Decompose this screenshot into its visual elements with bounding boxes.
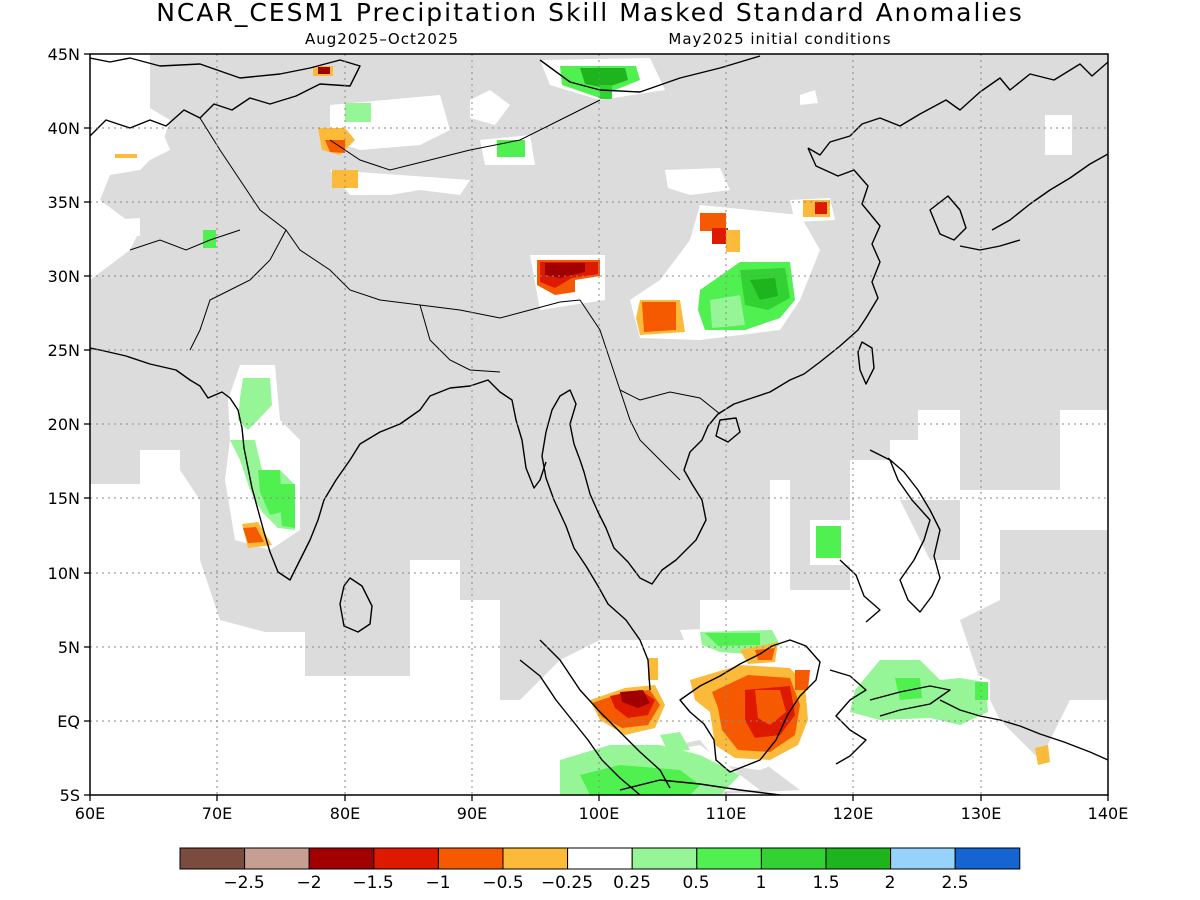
borders: [129, 99, 721, 481]
mask-main: [90, 54, 1108, 700]
map-panel: [90, 54, 1108, 795]
colorbar-swatch: [308, 847, 375, 870]
mask-philippines-sea: [960, 530, 1108, 760]
lon-labels: 60E 70E 80E 90E 100E 110E 120E 130E 140E: [75, 804, 1129, 823]
colorbar-labels: −2.5 −2 −1.5 −1 −0.5 −0.25 0.25 0.5 1 1.…: [223, 873, 968, 893]
graticule: [90, 54, 1108, 795]
lon-tick-label: 80E: [330, 804, 360, 823]
colorbar-swatch: [502, 847, 569, 870]
colorbar-label: −0.25: [541, 873, 593, 893]
initial-conditions: May2025 initial conditions: [668, 30, 891, 48]
lon-tick-label: 100E: [579, 804, 620, 823]
colorbar-swatch: [244, 847, 310, 870]
colorbar-label: −1: [425, 873, 450, 893]
lon-tick-label: 140E: [1088, 804, 1129, 823]
colorbar-label: 1: [756, 873, 767, 893]
colorbar-label: 0.25: [613, 873, 651, 893]
colorbar-swatch: [696, 847, 762, 870]
map-title: NCAR_CESM1 Precipitation Skill Masked St…: [156, 0, 1024, 27]
colorbar-swatch: [760, 847, 827, 870]
colorbar-swatch: [179, 847, 246, 870]
lat-tick-label: 20N: [48, 415, 80, 434]
lat-tick-label: EQ: [57, 712, 80, 731]
mask-borneo-east: [900, 500, 960, 560]
colorbar-swatch: [567, 847, 633, 870]
colorbar-swatch: [631, 847, 698, 870]
anomaly-shading: [115, 66, 1050, 795]
colorbar-swatch: [954, 847, 1021, 870]
coastlines: [90, 55, 1108, 795]
tick-marks: [84, 53, 1109, 801]
forecast-period: Aug2025–Oct2025: [305, 30, 459, 48]
lon-tick-label: 130E: [961, 804, 1002, 823]
lat-tick-label: 10N: [48, 564, 80, 583]
lon-tick-label: 120E: [833, 804, 874, 823]
lat-labels: 45N 40N 35N 30N 25N 20N 15N 10N 5N EQ 5S: [48, 45, 80, 805]
lon-tick-label: 90E: [457, 804, 487, 823]
colorbar-label: 1.5: [812, 873, 839, 893]
colorbar-swatch: [825, 847, 892, 870]
lat-tick-label: 40N: [48, 119, 80, 138]
lat-tick-label: 45N: [48, 45, 80, 64]
lon-tick-label: 70E: [202, 804, 232, 823]
colorbar-swatch: [890, 847, 956, 870]
lat-tick-label: 35N: [48, 193, 80, 212]
lat-tick-label: 25N: [48, 341, 80, 360]
lon-tick-label: 110E: [706, 804, 747, 823]
lat-tick-label: 5N: [58, 638, 80, 657]
colorbar-label: −1.5: [352, 873, 393, 893]
lon-tick-label: 60E: [75, 804, 105, 823]
lat-tick-label: 15N: [48, 489, 80, 508]
colorbar-swatch: [437, 847, 504, 870]
colorbar-swatch: [373, 847, 439, 870]
colorbar-label: 2: [885, 873, 896, 893]
colorbar-label: −0.5: [482, 873, 523, 893]
colorbar: −2.5 −2 −1.5 −1 −0.5 −0.25 0.25 0.5 1 1.…: [179, 847, 1021, 893]
lat-tick-label: 30N: [48, 267, 80, 286]
lat-tick-label: 5S: [60, 786, 80, 805]
skill-mask: [90, 54, 1108, 795]
colorbar-label: −2: [296, 873, 321, 893]
colorbar-label: 0.5: [682, 873, 709, 893]
colorbar-label: −2.5: [223, 873, 264, 893]
colorbar-swatches: [179, 847, 1021, 870]
colorbar-label: 2.5: [941, 873, 968, 893]
